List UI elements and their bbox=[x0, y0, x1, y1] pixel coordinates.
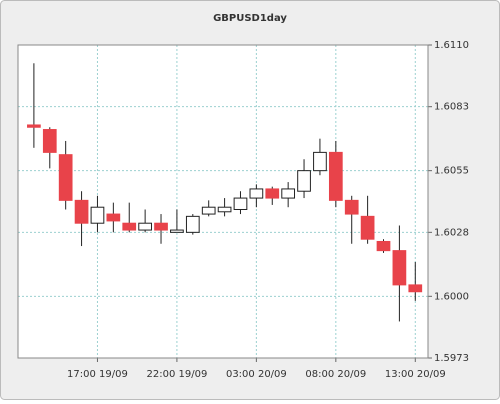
y-tick-label: 1.6110 bbox=[434, 40, 469, 51]
candle-body bbox=[360, 215, 375, 240]
x-tick-label: 08:00 20/09 bbox=[305, 369, 366, 380]
x-tick-label: 17:00 19/09 bbox=[67, 369, 128, 380]
candle-body bbox=[27, 124, 41, 128]
candle-body bbox=[297, 170, 311, 192]
candle-body bbox=[122, 222, 137, 231]
y-tick-label: 1.5973 bbox=[434, 353, 469, 364]
candle-body bbox=[265, 188, 280, 199]
y-tick-label: 1.6055 bbox=[434, 166, 469, 177]
candle-body bbox=[201, 206, 216, 215]
candle-body bbox=[392, 250, 407, 286]
candle-body bbox=[138, 222, 152, 231]
candle-body bbox=[185, 215, 200, 233]
y-tick-label: 1.6083 bbox=[434, 102, 469, 113]
candle-body bbox=[376, 240, 391, 252]
candle-body bbox=[281, 188, 296, 199]
candle-body bbox=[344, 199, 359, 215]
candle-body bbox=[74, 199, 89, 224]
candle-body bbox=[233, 197, 248, 210]
candle-body bbox=[90, 206, 105, 224]
candle-body bbox=[42, 129, 57, 153]
candle-body bbox=[328, 151, 343, 201]
candle-body bbox=[106, 213, 121, 222]
candle-body bbox=[58, 154, 73, 201]
candle-body bbox=[154, 222, 168, 231]
x-tick-label: 13:00 20/09 bbox=[385, 369, 446, 380]
y-tick-label: 1.6000 bbox=[434, 291, 469, 302]
candle-body bbox=[249, 188, 264, 199]
candle-body bbox=[313, 151, 327, 172]
x-tick-label: 03:00 20/09 bbox=[226, 369, 287, 380]
candle-body bbox=[170, 229, 184, 233]
y-tick-label: 1.6028 bbox=[434, 227, 469, 238]
chart-title: GBPUSD1day bbox=[213, 13, 287, 24]
x-tick-label: 22:00 19/09 bbox=[147, 369, 208, 380]
candle-body bbox=[217, 206, 232, 213]
plot-border bbox=[17, 44, 429, 359]
candle-body bbox=[408, 284, 423, 293]
